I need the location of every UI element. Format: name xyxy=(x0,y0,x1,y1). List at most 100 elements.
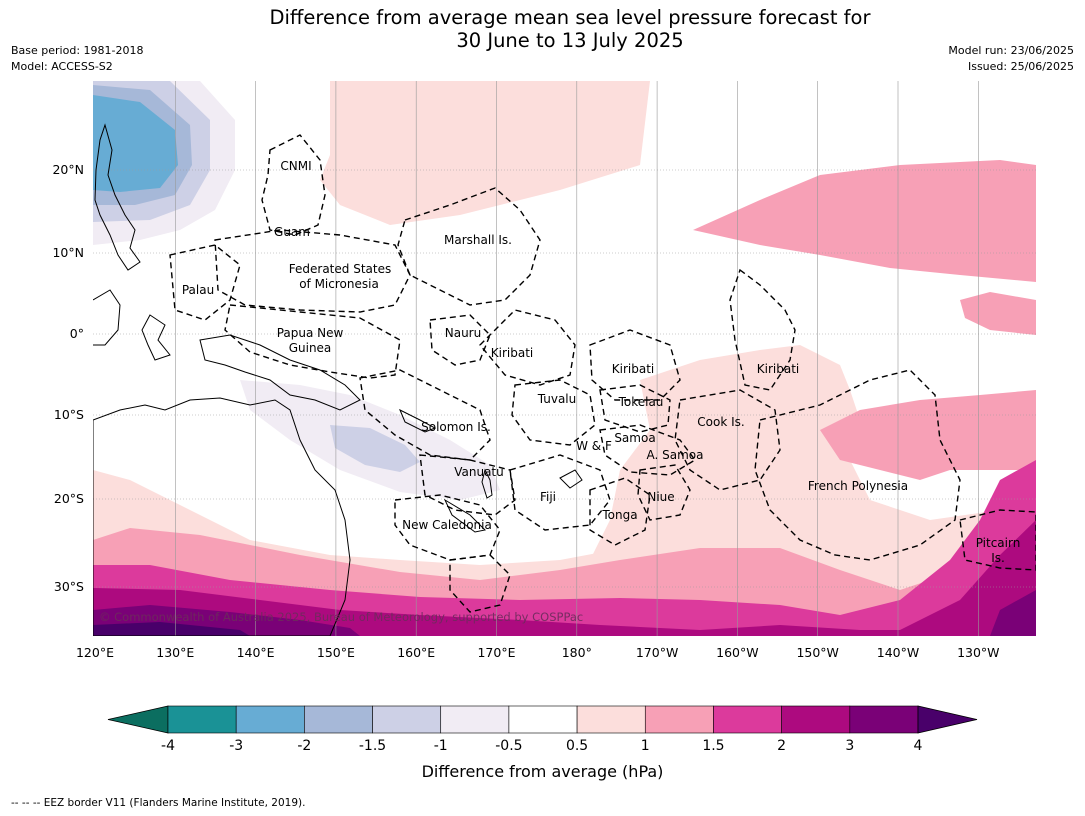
colorbar-tick-label: 2 xyxy=(777,738,786,754)
lon-tick-label: 180° xyxy=(562,645,592,660)
label-fiji: Fiji xyxy=(540,490,556,504)
colorbar-segment xyxy=(644,705,714,734)
eez-legend: -- -- -- EEZ border V11 (Flanders Marine… xyxy=(11,797,306,809)
label-kiribati-central: Kiribati xyxy=(612,362,654,376)
colorbar-segment xyxy=(713,705,782,734)
vanuatu-outline xyxy=(481,468,493,499)
anomaly-band-1.5-2 xyxy=(93,460,1036,636)
colorbar-segment xyxy=(167,705,237,734)
label-nauru: Nauru xyxy=(445,326,481,340)
eez-palau xyxy=(169,244,241,321)
colorbar-tick-label: 4 xyxy=(914,738,923,754)
colorbar: -4 -3 -2 -1.5 -1 -0.5 0.5 1 1.5 2 3 4 xyxy=(107,705,978,754)
lon-tick-label: 130°W xyxy=(957,645,999,660)
label-fsm-2: of Micronesia xyxy=(299,277,379,291)
lat-tick-label: 0° xyxy=(70,326,84,341)
label-wf: W & F xyxy=(576,439,612,453)
eez-tokelau xyxy=(599,384,671,433)
eez-kiribati-east xyxy=(729,268,796,391)
eez-png xyxy=(224,304,401,379)
colorbar-segment xyxy=(372,705,442,734)
label-tokelau: Tokelau xyxy=(618,395,664,409)
label-niue: Niue xyxy=(647,490,674,504)
meta-left: Base period: 1981-2018 Model: ACCESS-S2 xyxy=(11,43,143,75)
label-samoa: Samoa xyxy=(614,431,655,445)
lon-tick-label: 150°E xyxy=(317,645,355,660)
label-marshall: Marshall Is. xyxy=(444,233,512,247)
issued-date: Issued: 25/06/2025 xyxy=(967,60,1074,73)
solomon-outline xyxy=(399,408,437,433)
anomaly-band-1-1.5-south xyxy=(93,390,1036,636)
colorbar-tick-label: 0.5 xyxy=(566,738,588,754)
label-solomon: Solomon Is. xyxy=(421,420,491,434)
label-png-2: Guinea xyxy=(289,341,332,355)
colorbar-extend-high xyxy=(917,705,978,734)
label-guam: Guam xyxy=(274,225,310,239)
philippines-outline xyxy=(94,123,141,271)
label-french-polynesia: French Polynesia xyxy=(808,479,908,493)
colorbar-tick-label: -1.5 xyxy=(359,738,386,754)
model-name: Model: ACCESS-S2 xyxy=(11,60,113,73)
colorbar-tick-label: -1 xyxy=(434,738,448,754)
eez-cook xyxy=(674,389,781,491)
copyright-notice: © Commonwealth of Australia 2025, Bureau… xyxy=(99,610,583,624)
label-vanuatu: Vanuatu xyxy=(454,465,504,479)
label-palau: Palau xyxy=(182,283,214,297)
colorbar-segment xyxy=(440,705,510,734)
lon-tick-label: 120°E xyxy=(76,645,114,660)
lat-tick-label: 10°N xyxy=(52,245,84,260)
lon-tick-label: 160°W xyxy=(716,645,758,660)
lon-tick-label: 140°E xyxy=(237,645,275,660)
australia-outline xyxy=(93,397,351,636)
meta-right: Model run: 23/06/2025 Issued: 25/06/2025 xyxy=(948,43,1074,75)
eez-samoa xyxy=(599,424,697,476)
base-period: Base period: 1981-2018 xyxy=(11,44,144,57)
lon-tick-label: 150°W xyxy=(796,645,838,660)
lon-tick-label: 160°E xyxy=(397,645,435,660)
colorbar-tick-label: -4 xyxy=(161,738,175,754)
lon-tick-label: 170°W xyxy=(636,645,678,660)
eez-solomon xyxy=(359,369,491,461)
colorbar-tick-label: 3 xyxy=(845,738,854,754)
colorbar-tick-label: 1 xyxy=(641,738,650,754)
eez-fiji xyxy=(509,454,611,531)
label-png-1: Papua New xyxy=(277,326,344,340)
lat-tick-label: 10°S xyxy=(54,407,84,422)
pressure-anomaly-field xyxy=(93,81,1036,636)
label-cook: Cook Is. xyxy=(697,415,744,429)
anomaly-band-1-1.5-north xyxy=(693,160,1036,282)
borneo-outline xyxy=(93,289,121,346)
eez-vanuatu xyxy=(419,454,516,516)
eez-tuvalu xyxy=(511,379,596,446)
new-caledonia-outline xyxy=(443,498,487,533)
longitude-labels: 120°E 130°E 140°E 150°E 160°E 170°E 180° 170°W 1… xyxy=(76,645,1000,660)
eez-marshall xyxy=(397,187,541,306)
anomaly-band-gt4 xyxy=(93,622,250,636)
eez-pitcairn xyxy=(959,509,1036,571)
title-line-2: 30 June to 13 July 2025 xyxy=(456,29,684,52)
colorbar-segment xyxy=(304,705,373,734)
chart-title: Difference from average mean sea level p… xyxy=(0,6,1085,52)
label-cnmi: CNMI xyxy=(280,159,311,173)
colorbar-segment xyxy=(781,705,851,734)
eez-kiribati-central xyxy=(589,329,681,401)
model-run: Model run: 23/06/2025 xyxy=(948,44,1074,57)
colorbar-segment xyxy=(849,705,919,734)
eez-tonga xyxy=(589,477,651,546)
eez-french-polynesia xyxy=(754,369,961,561)
label-tonga: Tonga xyxy=(601,508,637,522)
colorbar-segment xyxy=(235,705,305,734)
region-labels: CNMI Guam Marshall Is. Federated States … xyxy=(182,159,1020,565)
new-guinea-outline xyxy=(199,334,361,411)
lat-tick-label: 20°S xyxy=(54,491,84,506)
label-pitcairn-1: Pitcairn xyxy=(976,536,1021,550)
graticule xyxy=(93,81,1036,636)
label-fsm-1: Federated States xyxy=(289,262,391,276)
eez-niue xyxy=(637,464,691,521)
label-pitcairn-2: Is. xyxy=(991,551,1005,565)
latitude-labels: 20°N 10°N 0° 10°S 20°S 30°S xyxy=(52,162,84,594)
colorbar-tick-label: -0.5 xyxy=(495,738,522,754)
colorbar-extend-low xyxy=(107,705,169,734)
label-new-caledonia: New Caledonia xyxy=(402,518,492,532)
